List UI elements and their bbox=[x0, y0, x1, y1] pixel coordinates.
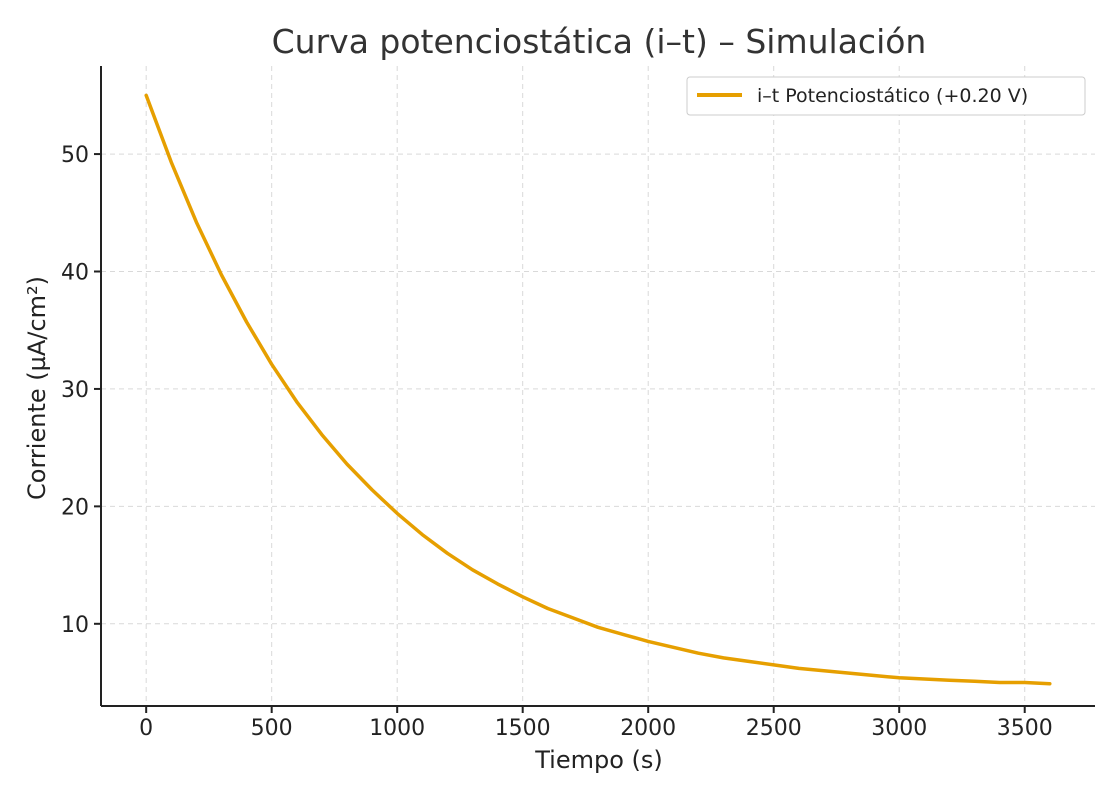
y-axis-ticks: 10 20 30 40 50 bbox=[61, 143, 101, 638]
y-tick-label: 30 bbox=[61, 378, 89, 403]
y-tick-label: 20 bbox=[61, 495, 89, 520]
axes-spines bbox=[100, 66, 1095, 707]
chart-title: Curva potenciostática (i–t) – Simulación bbox=[272, 22, 927, 61]
x-axis-label: Tiempo (s) bbox=[534, 746, 663, 774]
legend-label: i–t Potenciostático (+0.20 V) bbox=[757, 85, 1028, 107]
y-tick-label: 40 bbox=[61, 261, 89, 286]
x-tick-label: 2500 bbox=[746, 716, 802, 741]
y-axis-label: Corriente (µA/cm²) bbox=[23, 276, 51, 500]
x-tick-label: 1000 bbox=[369, 716, 425, 741]
series-layer bbox=[144, 93, 1052, 686]
grid bbox=[101, 66, 1095, 706]
x-tick-label: 2000 bbox=[620, 716, 676, 741]
y-tick-label: 50 bbox=[61, 143, 89, 168]
series-line bbox=[144, 93, 1052, 686]
x-tick-label: 1500 bbox=[495, 716, 551, 741]
x-tick-label: 500 bbox=[251, 716, 293, 741]
x-tick-label: 3500 bbox=[997, 716, 1053, 741]
legend-box bbox=[686, 76, 1086, 116]
x-tick-label: 0 bbox=[139, 716, 153, 741]
y-tick-label: 10 bbox=[61, 613, 89, 638]
legend: i–t Potenciostático (+0.20 V) bbox=[686, 76, 1086, 116]
x-tick-label: 3000 bbox=[871, 716, 927, 741]
x-axis-ticks: 0 500 1000 1500 2000 2500 3000 3500 bbox=[139, 706, 1053, 741]
